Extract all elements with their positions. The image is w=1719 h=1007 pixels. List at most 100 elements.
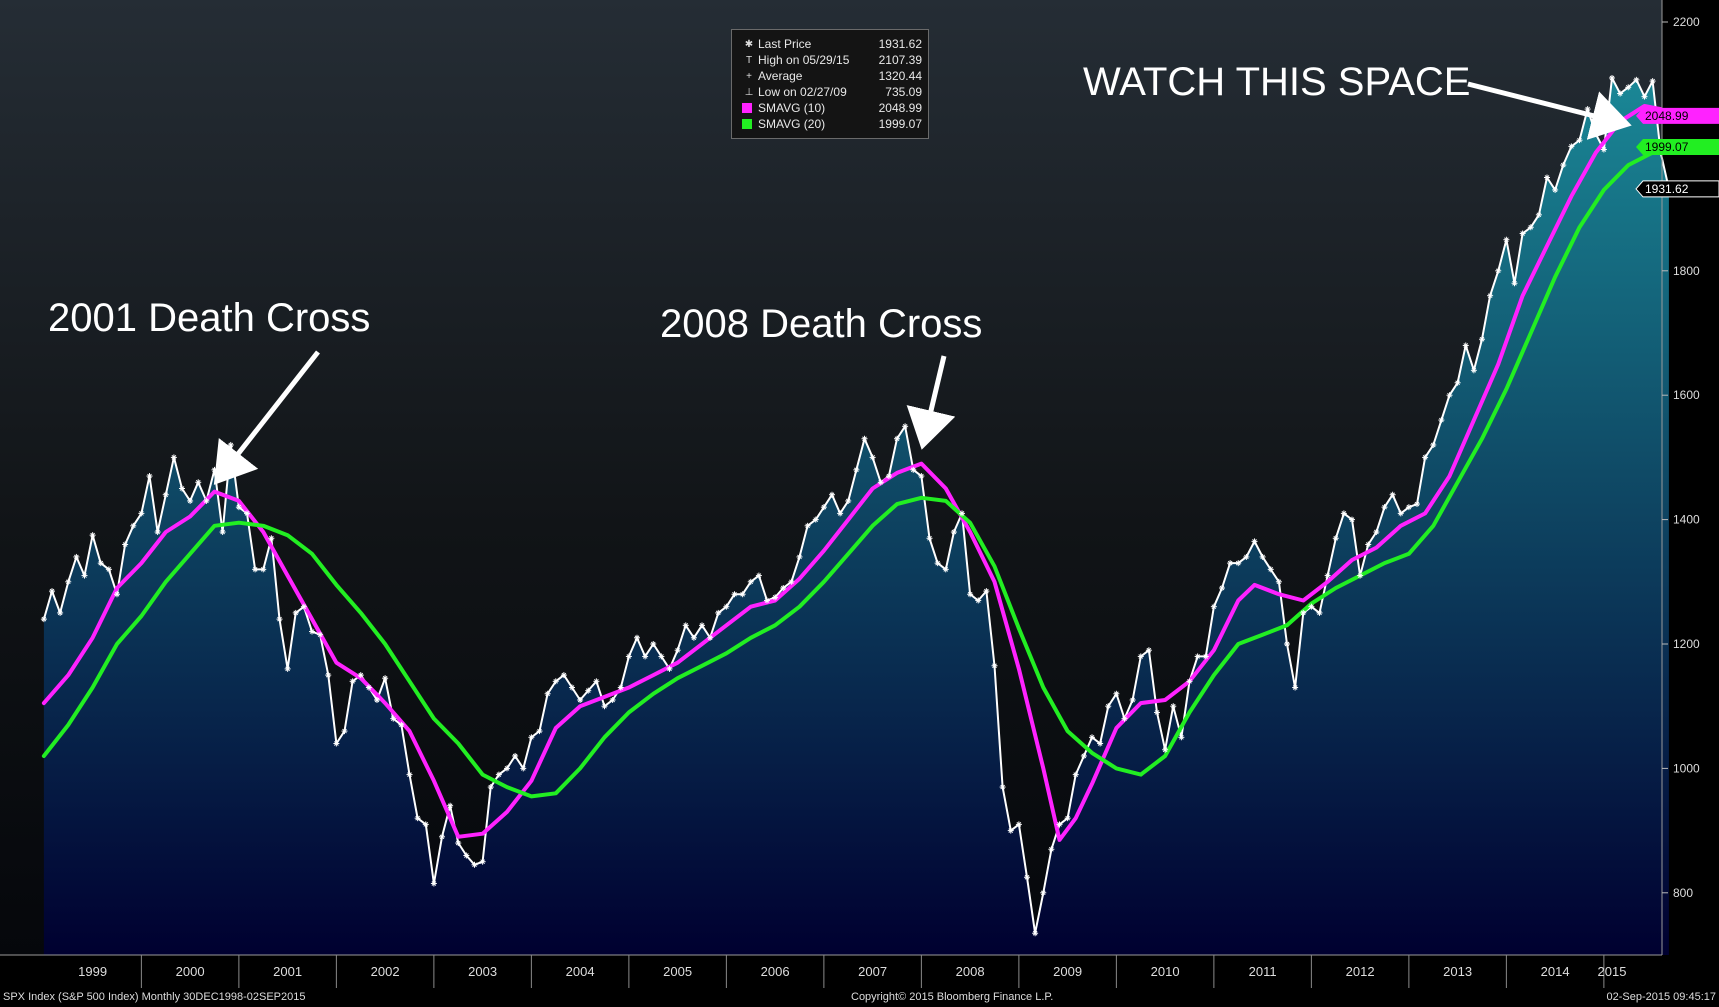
price-point-d2 — [1057, 822, 1062, 827]
price-point — [1316, 609, 1323, 616]
price-point — [1024, 874, 1030, 881]
price-point — [845, 497, 852, 504]
legend: ✱ Last Price 1931.62 T High on 05/29/15 … — [731, 29, 929, 139]
price-point-d2 — [1244, 554, 1249, 560]
price-point — [812, 516, 819, 523]
price-point — [869, 454, 876, 461]
price-point-d2 — [594, 678, 599, 684]
price-point-d2 — [1097, 741, 1103, 746]
price-point-d2 — [772, 594, 778, 600]
value-tag-bg — [1636, 138, 1719, 155]
price-point — [1186, 678, 1193, 685]
price-point-d2 — [1439, 417, 1444, 423]
price-point — [642, 653, 649, 660]
price-point — [276, 616, 283, 623]
price-point-d2 — [626, 654, 632, 659]
y-tick-label: 2200 — [1673, 15, 1700, 29]
annotation-2001-death-cross: 2001 Death Cross — [48, 296, 371, 340]
price-point-d2 — [699, 622, 705, 628]
price-point — [1170, 703, 1177, 710]
price-point — [1544, 174, 1550, 181]
price-point — [81, 572, 88, 579]
legend-row-average: + Average 1320.44 — [742, 68, 922, 84]
price-point-d2 — [236, 504, 242, 510]
price-point — [1479, 336, 1485, 343]
price-point — [1527, 224, 1534, 231]
price-point-d2 — [455, 840, 461, 846]
price-point — [723, 603, 730, 610]
price-point — [918, 473, 925, 480]
price-point-d2 — [464, 853, 469, 858]
price-point — [820, 504, 827, 511]
price-point — [1080, 752, 1087, 759]
price-point-d2 — [967, 591, 973, 597]
price-point-d2 — [780, 585, 786, 591]
legend-value: 2048.99 — [878, 101, 922, 115]
price-point-d2 — [1105, 703, 1111, 709]
price-point-d2 — [285, 666, 290, 672]
price-point — [1243, 553, 1250, 560]
price-point — [49, 588, 55, 595]
price-point-d2 — [984, 588, 989, 594]
price-point — [1137, 653, 1144, 660]
price-point — [430, 880, 437, 887]
legend-row-last-price: ✱ Last Price 1931.62 — [742, 36, 922, 52]
price-point — [471, 861, 478, 868]
xaxis-band — [0, 955, 1662, 988]
price-point-d2 — [821, 504, 827, 510]
price-point-d2 — [431, 881, 437, 886]
price-point-d2 — [1170, 703, 1176, 709]
price-point-d2 — [935, 560, 940, 566]
price-point — [853, 466, 860, 473]
price-point — [959, 510, 965, 517]
price-point-d2 — [537, 728, 542, 734]
price-point — [682, 622, 689, 629]
price-point-d2 — [163, 492, 169, 498]
star-icon: ✱ — [744, 38, 754, 50]
price-point-d2 — [171, 455, 177, 460]
average-marker-icon: + — [746, 70, 752, 82]
legend-row-smavg-20: SMAVG (20) 1999.07 — [742, 116, 922, 132]
price-point — [1600, 146, 1607, 153]
price-point-d2 — [496, 772, 502, 777]
price-point-d2 — [317, 632, 323, 638]
price-point-d2 — [878, 479, 884, 485]
price-point — [292, 609, 299, 616]
price-point — [1389, 491, 1396, 498]
x-tick-label: 2015 — [1598, 964, 1627, 979]
price-point-d2 — [488, 784, 494, 790]
price-point — [1202, 653, 1209, 660]
price-point-d2 — [512, 753, 518, 759]
price-point-d2 — [57, 610, 63, 616]
price-point-d2 — [675, 647, 680, 653]
price-point — [512, 752, 519, 759]
price-point-d2 — [1374, 529, 1379, 535]
price-point — [910, 466, 917, 473]
price-point-d2 — [1276, 579, 1282, 585]
price-point — [1365, 541, 1372, 548]
price-point-d2 — [1130, 697, 1135, 703]
price-point-d2 — [927, 535, 932, 541]
price-point-d2 — [1609, 75, 1615, 81]
price-point — [341, 728, 348, 735]
legend-value: 735.09 — [885, 85, 922, 99]
price-point-d2 — [1235, 560, 1241, 566]
price-point — [585, 687, 592, 694]
price-point-d2 — [139, 511, 144, 516]
price-point — [650, 641, 657, 647]
price-point — [1470, 367, 1477, 374]
price-point — [1007, 827, 1014, 834]
high-marker-icon: T — [745, 54, 753, 66]
price-point-d2 — [1341, 511, 1347, 516]
price-point-d2 — [1577, 137, 1582, 143]
price-point — [617, 684, 624, 691]
price-point — [536, 728, 543, 735]
price-point-d2 — [667, 666, 672, 672]
price-point — [463, 852, 470, 859]
price-point-d2 — [122, 542, 128, 547]
price-point — [1446, 392, 1453, 399]
price-point-d2 — [910, 467, 916, 473]
price-point-d2 — [1569, 144, 1574, 149]
price-point-d2 — [797, 554, 802, 560]
price-point-d2 — [1284, 641, 1290, 647]
